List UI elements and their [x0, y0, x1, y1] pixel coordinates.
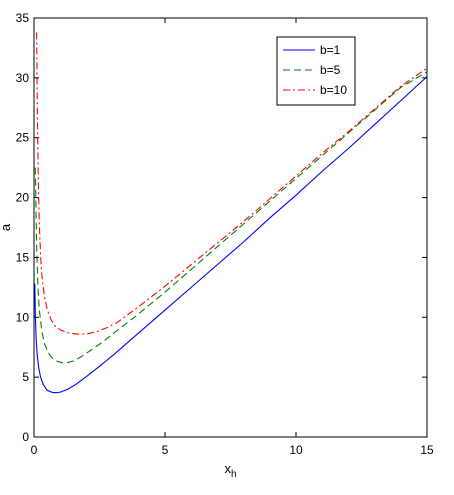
series-lines	[34, 32, 427, 394]
x-tick-label: 0	[31, 443, 38, 457]
y-axis-label: a	[0, 223, 13, 231]
y-tick-label: 25	[16, 131, 30, 145]
y-tick-label: 5	[22, 370, 29, 384]
y-tick-label: 35	[16, 11, 30, 25]
legend-label-3: b=10	[320, 83, 347, 97]
x-axis-label-main: x	[224, 461, 231, 476]
legend-label-2: b=5	[320, 63, 341, 77]
series-line-1	[34, 76, 427, 394]
series-line-3	[36, 32, 427, 335]
plot-frame	[33, 17, 428, 438]
y-tick-label: 10	[16, 310, 30, 324]
y-tick-label: 0	[22, 430, 29, 444]
y-tick-label: 15	[16, 250, 30, 264]
x-tick-label: 15	[420, 443, 434, 457]
x-axis-label-subscript: h	[231, 469, 237, 480]
axis-ticks: 0 5 10 15 0 5 10 15 20 25 30 35	[16, 11, 434, 457]
y-tick-label: 20	[16, 191, 30, 205]
legend-box	[276, 36, 356, 106]
x-tick-label: 5	[162, 443, 169, 457]
legend-label-1: b=1	[320, 43, 341, 57]
series-line-2	[34, 71, 427, 364]
legend: b=1 b=5 b=10	[276, 36, 356, 106]
x-axis-label: xh	[224, 461, 236, 480]
x-tick-label: 10	[289, 443, 303, 457]
y-tick-label: 30	[16, 71, 30, 85]
